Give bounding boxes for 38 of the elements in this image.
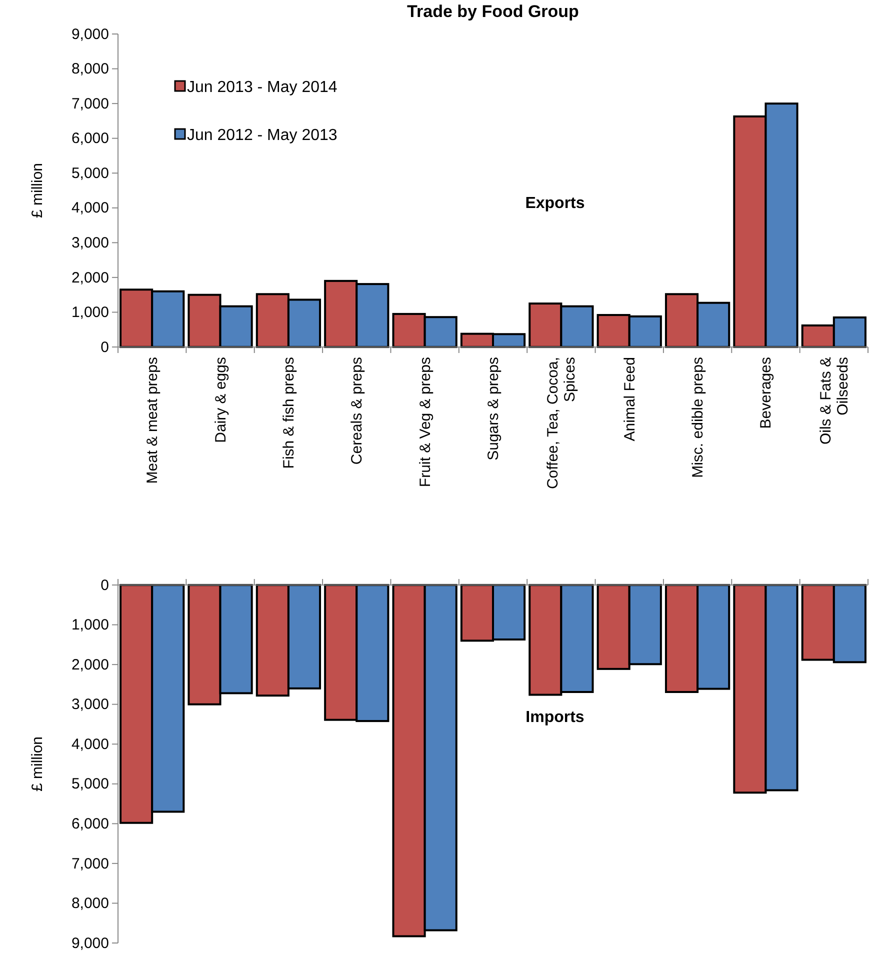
x-tick-label: Misc. edible preps bbox=[690, 357, 707, 478]
y-tick-label: 9,000 bbox=[71, 26, 109, 43]
y-tick-label: 1,000 bbox=[71, 616, 109, 634]
y-axis-title: £ million bbox=[29, 162, 46, 218]
y-tick-label: 0 bbox=[100, 576, 109, 594]
y-tick-label: 0 bbox=[100, 338, 109, 356]
annotation: Exports bbox=[525, 195, 585, 212]
x-tick-label: Cereals & preps bbox=[348, 357, 366, 465]
x-tick-label: Dairy & eggs bbox=[212, 357, 230, 443]
y-tick-label: 3,000 bbox=[71, 696, 109, 714]
y-tick-label: 6,000 bbox=[71, 815, 109, 832]
x-tick-label: Beverages bbox=[758, 357, 775, 429]
x-tick-label: Meat & meat preps bbox=[144, 357, 162, 484]
y-tick-label: 7,000 bbox=[71, 95, 109, 112]
chart-title: Trade by Food Group bbox=[407, 2, 579, 21]
y-tick-label: 2,000 bbox=[71, 269, 109, 286]
x-tick-label: Animal Feed bbox=[621, 357, 638, 442]
y-tick-label: 2,000 bbox=[71, 656, 109, 674]
y-tick-label: 4,000 bbox=[71, 736, 109, 753]
y-tick-label: 7,000 bbox=[71, 855, 109, 872]
legend-label: Jun 2012 - May 2013 bbox=[187, 127, 338, 144]
y-tick-label: 3,000 bbox=[71, 234, 109, 252]
y-tick-label: 8,000 bbox=[71, 60, 109, 78]
x-tick-label: Coffee, Tea, Cocoa, Spices bbox=[544, 357, 579, 490]
x-tick-label: Fruit & Veg & preps bbox=[416, 357, 434, 488]
y-tick-label: 5,000 bbox=[71, 776, 109, 793]
y-tick-label: 5,000 bbox=[71, 164, 109, 182]
y-tick-label: 8,000 bbox=[71, 895, 109, 912]
y-axis-title: £ million bbox=[29, 736, 46, 792]
y-tick-label: 6,000 bbox=[71, 130, 109, 148]
x-tick-label: Fish & fish preps bbox=[280, 357, 298, 469]
y-tick-label: 4,000 bbox=[71, 200, 109, 217]
y-tick-label: 9,000 bbox=[71, 934, 109, 952]
x-tick-label: Sugars & preps bbox=[485, 357, 502, 460]
x-tick-label: Oils & Fats & Oilseeds bbox=[817, 357, 852, 445]
y-tick-label: 1,000 bbox=[71, 304, 109, 322]
legend-label: Jun 2013 - May 2014 bbox=[187, 79, 338, 96]
annotation: Imports bbox=[526, 709, 584, 726]
